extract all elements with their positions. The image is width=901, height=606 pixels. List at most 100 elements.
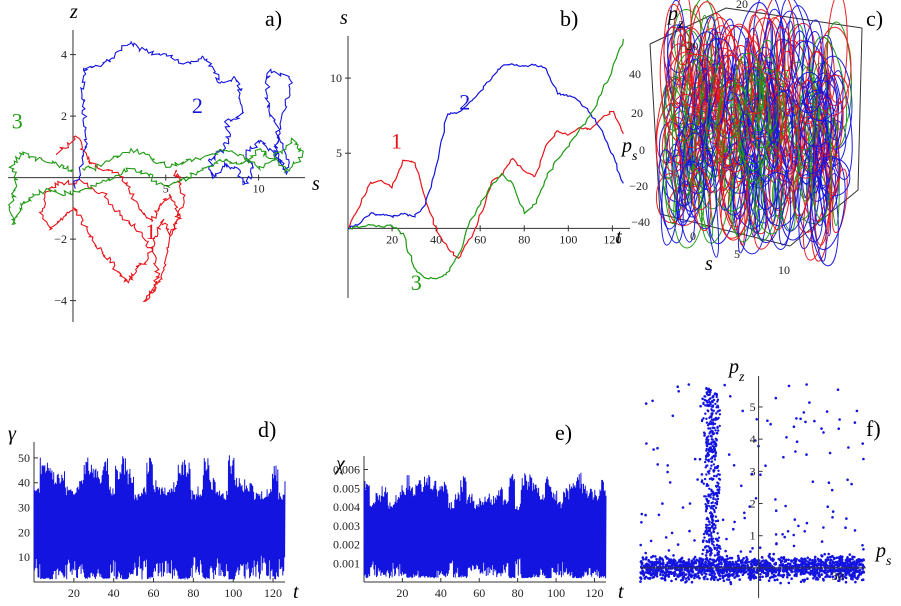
- panel-f-point: [797, 524, 800, 528]
- panel-c-orbit-loop: [719, 162, 749, 241]
- panel-a-label: a): [265, 6, 282, 31]
- panel-f-point: [807, 565, 810, 568]
- panel-f-point: [723, 574, 727, 577]
- panel-d-xtick-label: 100: [224, 586, 242, 600]
- panel-f-point: [830, 569, 834, 573]
- panel-f-point: [641, 556, 645, 559]
- panel-f-point: [702, 568, 705, 572]
- panel-f-point: [736, 559, 740, 563]
- panel-f-ylabel: pz: [727, 356, 745, 385]
- panel-f-point: [706, 524, 709, 527]
- panel-f-point: [826, 558, 830, 561]
- panel-f-point: [749, 578, 752, 581]
- panel-f-point: [702, 402, 705, 406]
- panel-f-point: [799, 572, 803, 576]
- panel-d-ytick-label: 40: [18, 476, 30, 490]
- panel-f-point: [701, 539, 705, 542]
- panel-f-point: [767, 579, 771, 582]
- panel-f-point: [713, 547, 716, 551]
- panel-f-point: [709, 434, 713, 438]
- panel-f-point: [802, 562, 805, 565]
- panel-f-point: [727, 572, 731, 576]
- panel-f-point: [716, 400, 719, 403]
- panel-f-point: [705, 447, 708, 451]
- panel-f-point: [710, 413, 714, 416]
- panel-f-point: [687, 561, 690, 564]
- panel-f-point: [850, 482, 853, 486]
- panel-f-point: [661, 573, 665, 577]
- panel-f-point: [712, 527, 716, 530]
- panel-b-xtick-label: 20: [386, 232, 398, 246]
- panel-f-point: [681, 573, 684, 576]
- panel-f-point: [640, 521, 643, 524]
- panel-f-point: [644, 557, 648, 561]
- panel-f-point: [755, 418, 758, 421]
- panel-f-point: [704, 531, 707, 534]
- panel-f-point: [837, 568, 841, 572]
- panel-a-series-3-label: 3: [12, 108, 23, 133]
- panel-f-point: [690, 580, 694, 584]
- panel-a-series-2-label: 2: [192, 93, 203, 118]
- panel-f-point: [676, 564, 679, 567]
- panel-c-orbit-loop: [812, 74, 829, 194]
- panel-f-point: [862, 558, 865, 561]
- panel-f-point: [704, 495, 707, 498]
- panel-f-point: [748, 505, 751, 508]
- panel-f-point: [705, 454, 708, 457]
- panel-f-point: [714, 392, 717, 395]
- panel-f-point: [706, 577, 709, 581]
- panel-f-point: [838, 564, 841, 567]
- panel-f-point: [750, 472, 754, 476]
- panel-d-xtick-label: 60: [148, 586, 160, 600]
- panel-f-point: [640, 512, 644, 516]
- panel-f-point: [858, 564, 861, 567]
- panel-f-point: [769, 422, 772, 426]
- panel-f-point: [807, 560, 810, 564]
- panel-d-signal-line: [33, 455, 286, 580]
- panel-f-point: [727, 575, 730, 578]
- panel-c-orbit-loop: [733, 52, 770, 172]
- panel-f-point: [813, 419, 816, 423]
- panel-c-orbit-loop: [678, 53, 715, 109]
- panel-f-point: [711, 450, 714, 454]
- panel-f-point: [838, 576, 841, 580]
- panel-f-point: [805, 521, 809, 525]
- panel-f-point: [652, 564, 656, 568]
- panel-c-orbit-loop: [689, 171, 712, 211]
- panel-f-point: [736, 563, 740, 566]
- panel-f-point: [693, 457, 697, 461]
- panel-f-point: [708, 432, 711, 435]
- panel-e-ytick-label: 0.004: [333, 500, 360, 514]
- panel-f-point: [677, 390, 680, 393]
- panel-f-point: [836, 572, 840, 576]
- panel-f-point: [760, 560, 763, 563]
- panel-f-point: [671, 414, 675, 418]
- panel-f-point: [713, 469, 716, 472]
- panel-f-point: [805, 569, 808, 572]
- panel-f-point: [710, 415, 713, 419]
- panel-f-point: [703, 432, 706, 435]
- panel-f-point: [683, 573, 687, 577]
- panel-f-point: [783, 568, 787, 572]
- panel-f-point: [787, 384, 791, 388]
- panel-e-xlabel: t: [618, 581, 624, 603]
- panel-f-point: [752, 561, 756, 565]
- panel-f-point: [658, 556, 662, 559]
- panel-f-point: [700, 473, 704, 476]
- panel-d-gamma-plot: d) γ t 20 40 60 80 100 120 10 20 30 40 50: [8, 417, 299, 603]
- panel-f-point: [813, 569, 816, 572]
- panel-f-point: [716, 425, 719, 429]
- panel-f-point: [670, 531, 674, 535]
- panel-f-point: [700, 573, 704, 576]
- panel-f-point: [708, 442, 711, 445]
- panel-f-point: [717, 416, 720, 420]
- panel-f-point: [746, 558, 749, 561]
- panel-f-point: [713, 572, 716, 576]
- panel-f-point: [822, 561, 826, 565]
- panel-f-point: [710, 443, 713, 446]
- panel-f-point: [644, 513, 647, 517]
- panel-f-point: [831, 510, 835, 513]
- panel-f-point: [712, 398, 716, 402]
- panel-e-xtick-label: 100: [547, 586, 565, 600]
- panel-c-orbit-loop: [809, 155, 846, 250]
